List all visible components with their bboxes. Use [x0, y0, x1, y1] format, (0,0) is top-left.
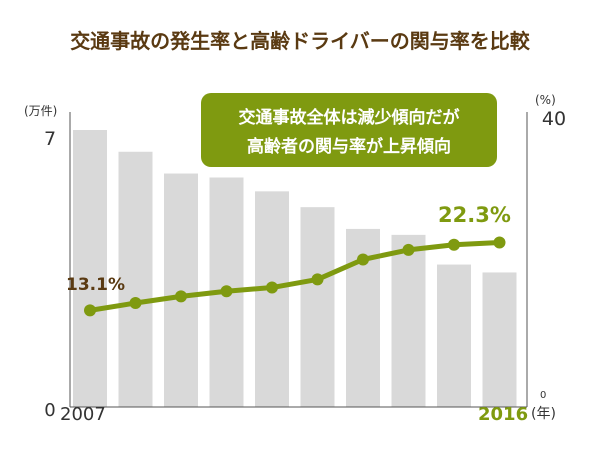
x-tick-last: 2016	[478, 404, 528, 425]
y-left-unit: (万件)	[24, 104, 57, 118]
line-point-6	[311, 273, 324, 286]
line-point-8	[402, 243, 415, 256]
y-right-tick-top: 40	[542, 108, 566, 130]
bar-2	[118, 151, 153, 407]
y-left-tick-bottom: 0	[44, 400, 55, 421]
bar-10	[482, 272, 517, 407]
bars-series	[73, 130, 517, 407]
bar-3	[164, 173, 198, 407]
line-point-1	[84, 304, 96, 317]
y-left-tick-top: 7	[44, 128, 56, 150]
line-point-10	[493, 236, 506, 249]
line-series	[84, 236, 506, 317]
data-label-first: 13.1%	[66, 275, 125, 295]
bar-9	[437, 264, 471, 407]
bar-1	[73, 130, 107, 407]
bar-8	[391, 234, 426, 407]
line-point-3	[175, 290, 187, 303]
line-path	[89, 240, 500, 313]
annotation-box: 交通事故全体は減少傾向だが 高齢者の関与率が上昇傾向	[201, 93, 497, 167]
line-point-9	[448, 238, 460, 251]
bar-5	[255, 191, 289, 407]
line-point-5	[266, 281, 278, 294]
bar-6	[300, 207, 335, 407]
y-right-unit: (%)	[535, 93, 556, 107]
x-tick-first: 2007	[60, 404, 106, 425]
chart-title: 交通事故の発生率と高齢ドライバーの関与率を比較	[70, 29, 531, 53]
data-label-last: 22.3%	[438, 203, 511, 227]
line-point-2	[129, 297, 142, 310]
annotation-line-1: 交通事故全体は減少傾向だが	[239, 107, 460, 128]
line-point-4	[220, 285, 233, 298]
line-point-7	[357, 253, 369, 266]
y-right-tick-bottom: 0	[540, 390, 546, 401]
annotation-line-2: 高齢者の関与率が上昇傾向	[247, 136, 451, 157]
x-axis-unit: (年)	[531, 406, 556, 422]
